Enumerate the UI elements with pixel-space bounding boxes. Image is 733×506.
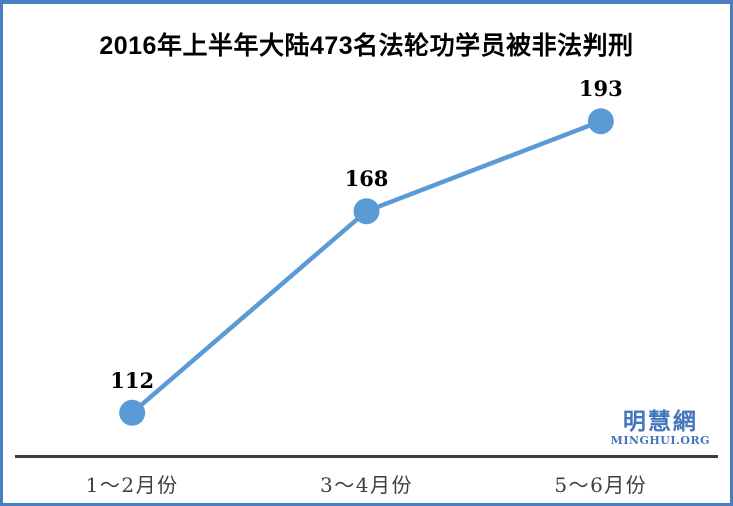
data-label-may-jun: 193 [578, 76, 623, 102]
minghui-watermark: 明慧網 MINGHUI.ORG [611, 410, 710, 446]
watermark-url-text: MINGHUI.ORG [610, 434, 710, 447]
x-axis-label-may-jun: 5～6月份 [554, 473, 648, 497]
line-chart-plot-svg [119, 108, 614, 426]
x-axis-line [15, 455, 718, 458]
x-axis-label-mar-apr: 3～4月份 [320, 473, 413, 497]
data-label-mar-apr: 168 [344, 166, 389, 192]
x-axis-label-jan-feb: 1～2月份 [85, 473, 179, 497]
data-point-marker [587, 108, 614, 135]
watermark-logo-text: 明慧網 [622, 408, 698, 435]
chart-title: 2016年上半年大陆473名法轮功学员被非法判刑 [99, 32, 634, 60]
data-label-jan-feb: 112 [110, 367, 155, 393]
line-series [129, 118, 604, 416]
data-point-marker [119, 399, 146, 426]
data-point-marker [353, 198, 380, 225]
